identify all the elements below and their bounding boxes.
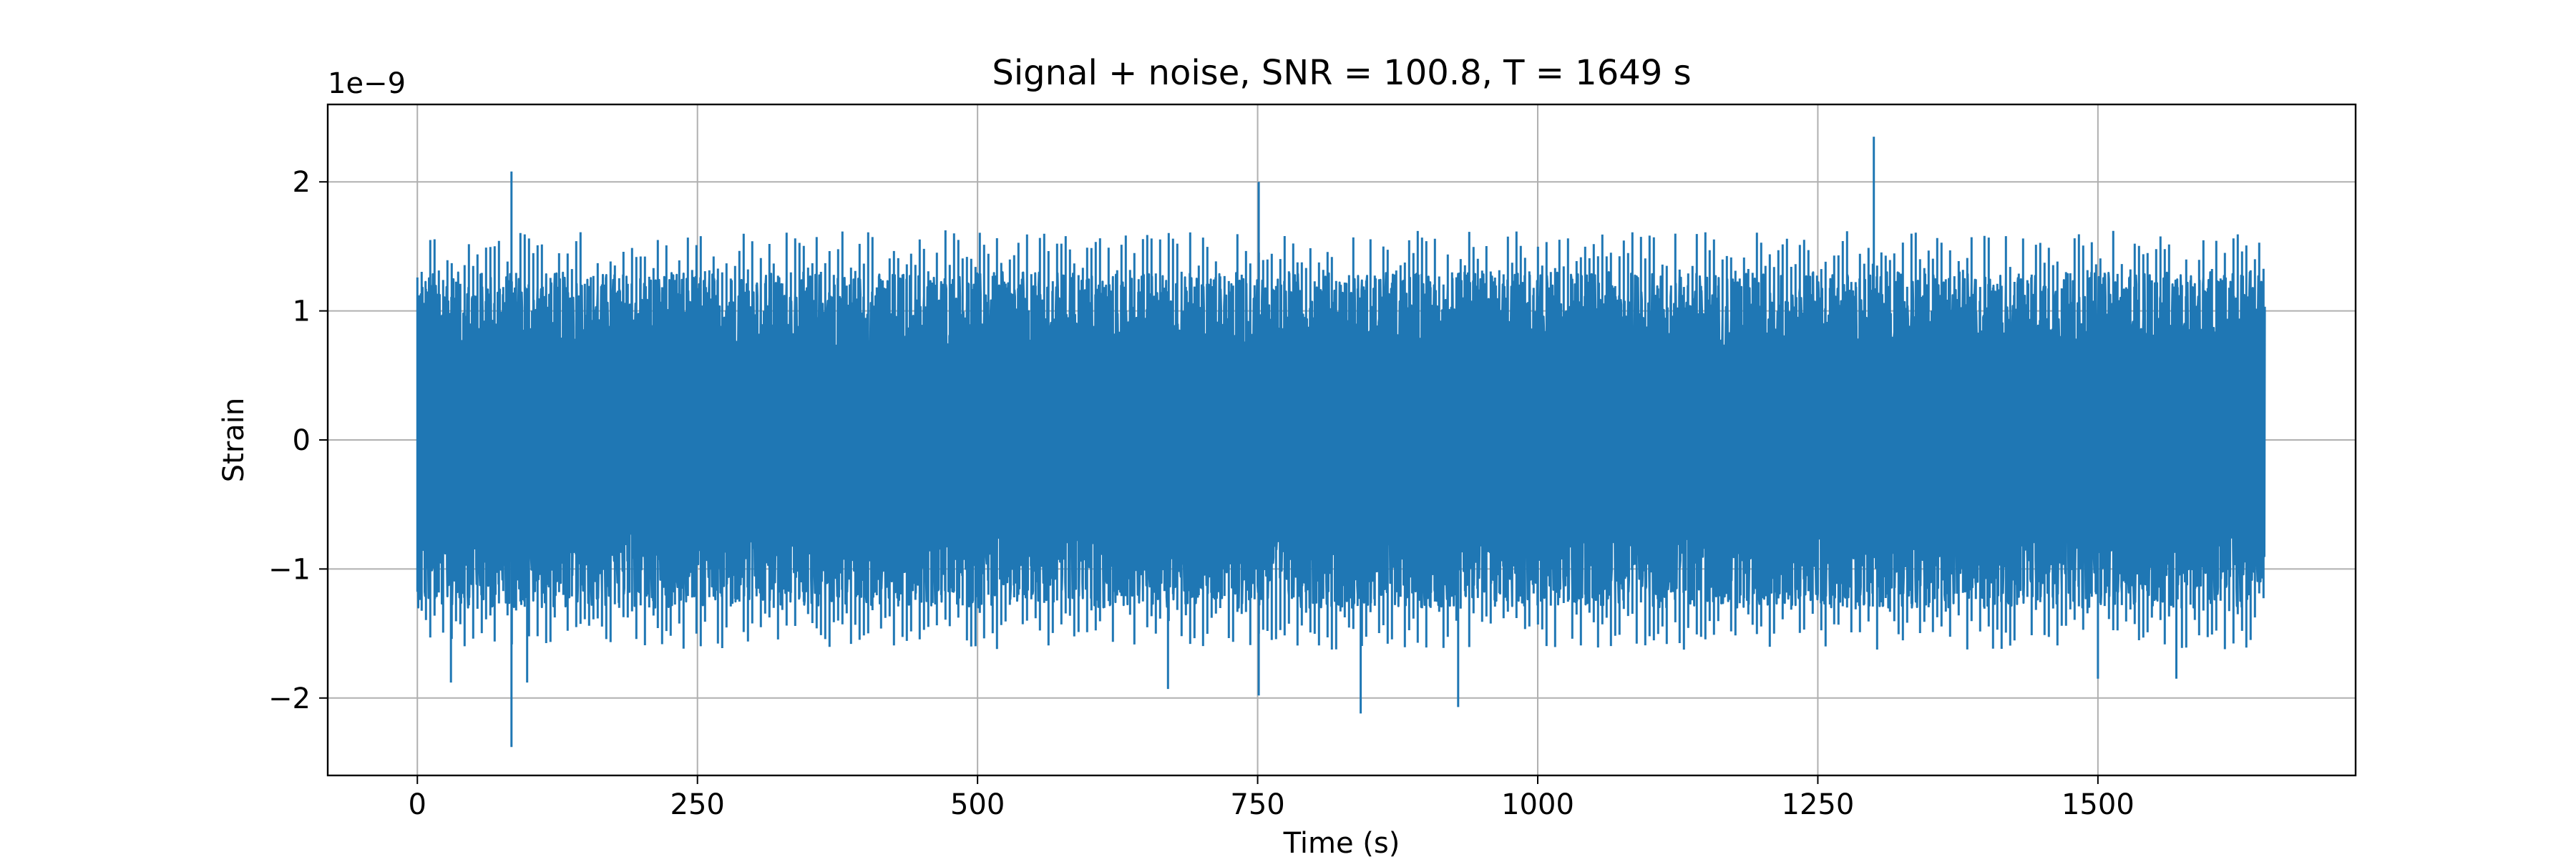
y-tick-label: −1	[268, 553, 311, 586]
chart-title: Signal + noise, SNR = 100.8, T = 1649 s	[992, 53, 1691, 93]
x-tick-label: 1250	[1782, 788, 1855, 821]
x-tick-label: 0	[409, 788, 426, 821]
y-axis-label: Strain	[218, 398, 250, 483]
y-tick-label: −2	[268, 682, 311, 715]
y-tick-label: 1	[293, 295, 311, 328]
x-axis-label: Time (s)	[1283, 827, 1400, 858]
y-tick-label: 2	[293, 166, 311, 199]
x-tick-label: 500	[950, 788, 1005, 821]
x-tick-label: 250	[670, 788, 725, 821]
data-layer	[416, 137, 2266, 748]
x-tick-label: 1500	[2062, 788, 2135, 821]
x-tick-label: 1000	[1501, 788, 1574, 821]
y-tick-label: 0	[293, 424, 311, 457]
signal-noise-series-line	[416, 137, 2266, 748]
x-tick-label: 750	[1230, 788, 1284, 821]
y-axis-offset-label: 1e−9	[328, 67, 406, 100]
tick-layer: 0 250 500 750 1000 1250 1500 −2 −1 0 1 2	[268, 166, 2135, 821]
